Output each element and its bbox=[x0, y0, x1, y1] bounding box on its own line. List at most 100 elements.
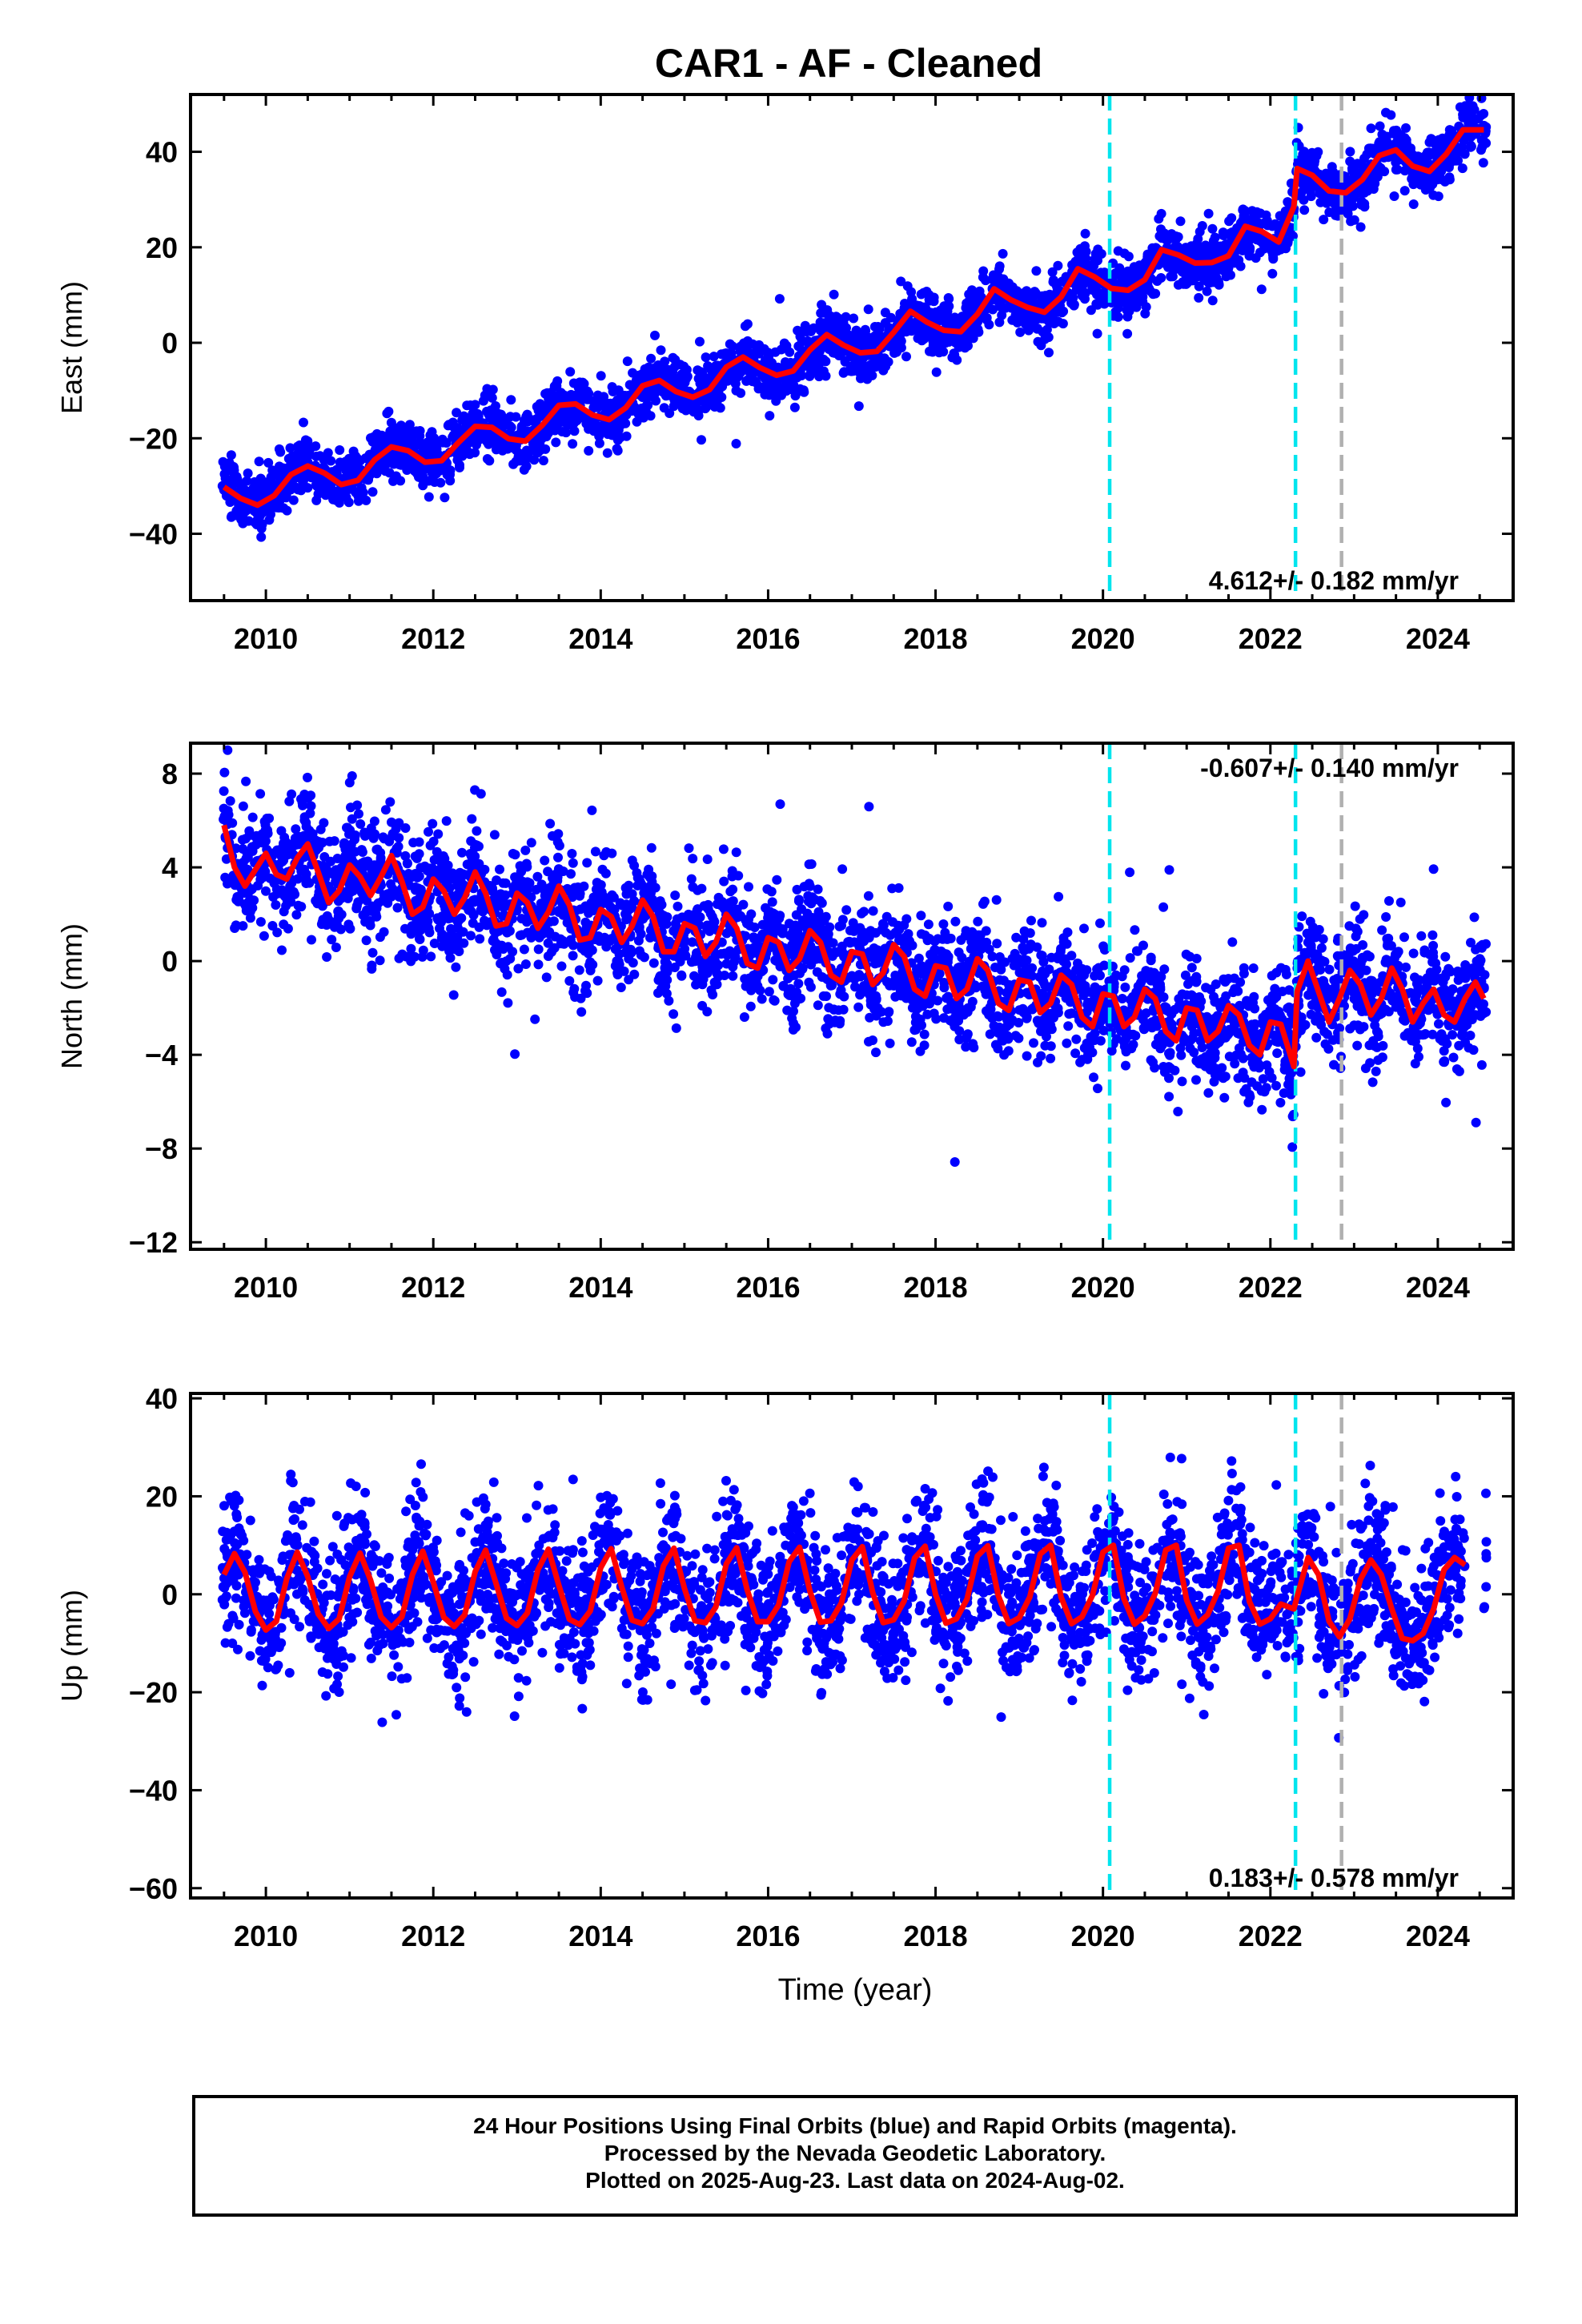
observation-point bbox=[496, 987, 507, 997]
observation-point bbox=[355, 456, 365, 466]
observation-point bbox=[345, 484, 355, 494]
observation-point bbox=[404, 429, 415, 440]
observation-point bbox=[1359, 202, 1370, 212]
observation-point bbox=[219, 461, 230, 472]
observation-point bbox=[743, 363, 753, 373]
observation-point bbox=[829, 348, 840, 358]
observation-point bbox=[271, 900, 281, 910]
observation-point bbox=[669, 401, 679, 412]
observation-point bbox=[284, 796, 295, 806]
observation-point bbox=[1113, 246, 1123, 256]
observation-point bbox=[506, 422, 516, 432]
observation-point bbox=[952, 319, 962, 329]
observation-point bbox=[1022, 322, 1033, 332]
observation-point bbox=[435, 465, 445, 476]
observation-point bbox=[985, 1029, 995, 1039]
x-tick-label: 2022 bbox=[1239, 622, 1303, 655]
y-tick-label: 0 bbox=[162, 327, 178, 360]
observation-point bbox=[999, 1050, 1010, 1060]
observation-point bbox=[488, 384, 498, 395]
observation-point bbox=[1251, 253, 1261, 263]
observation-point bbox=[260, 477, 271, 488]
observation-point bbox=[789, 384, 799, 393]
observation-point bbox=[1283, 197, 1293, 207]
observation-point bbox=[267, 465, 278, 476]
observation-point bbox=[1434, 1019, 1443, 1029]
observation-point bbox=[243, 468, 253, 478]
observation-point bbox=[668, 352, 678, 363]
observation-point bbox=[251, 508, 262, 518]
observation-point bbox=[386, 417, 396, 428]
observation-point bbox=[705, 372, 715, 383]
observation-point bbox=[607, 430, 617, 440]
observation-point bbox=[569, 426, 580, 436]
observation-point bbox=[236, 501, 247, 511]
observation-point bbox=[347, 814, 357, 824]
observation-point bbox=[404, 420, 415, 430]
observation-point bbox=[901, 352, 911, 362]
y-tick-label: 20 bbox=[146, 231, 178, 264]
observation-point bbox=[973, 293, 983, 304]
observation-point bbox=[1072, 247, 1082, 258]
observation-point bbox=[1370, 1020, 1380, 1031]
observation-point bbox=[709, 352, 719, 362]
observation-point bbox=[1042, 324, 1052, 335]
observation-point bbox=[303, 772, 312, 782]
observation-point bbox=[1288, 231, 1298, 241]
observation-point bbox=[561, 412, 572, 423]
observation-point bbox=[592, 390, 603, 400]
observation-point bbox=[988, 304, 998, 315]
observation-point bbox=[1476, 79, 1486, 89]
observation-point bbox=[541, 972, 552, 983]
observation-point bbox=[473, 434, 484, 444]
observation-point bbox=[1447, 152, 1457, 163]
observation-point bbox=[1262, 215, 1272, 226]
observation-point bbox=[236, 510, 247, 521]
observation-point bbox=[530, 1014, 540, 1024]
observation-point bbox=[519, 464, 529, 475]
observation-point bbox=[440, 493, 450, 503]
observation-point bbox=[1395, 897, 1406, 907]
observation-point bbox=[1115, 296, 1126, 306]
observation-point bbox=[510, 850, 520, 860]
observation-point bbox=[1416, 931, 1427, 941]
observation-point bbox=[908, 300, 918, 311]
observation-point bbox=[1401, 123, 1411, 133]
observation-point bbox=[725, 339, 735, 349]
observation-point bbox=[311, 441, 321, 452]
observation-point bbox=[1427, 1029, 1438, 1039]
observation-point bbox=[1125, 953, 1135, 963]
observation-point bbox=[1377, 129, 1387, 139]
observation-point bbox=[264, 515, 275, 525]
observation-point bbox=[656, 345, 666, 356]
observation-point bbox=[1194, 292, 1204, 303]
observation-point bbox=[1299, 195, 1309, 205]
observation-point bbox=[1150, 288, 1161, 299]
observation-point bbox=[307, 935, 316, 945]
observation-point bbox=[632, 408, 643, 419]
observation-point bbox=[386, 879, 396, 889]
observation-point bbox=[294, 472, 304, 483]
observation-point bbox=[406, 438, 416, 448]
observation-point bbox=[874, 324, 885, 334]
observation-point bbox=[1076, 258, 1086, 268]
observation-point bbox=[943, 293, 954, 303]
observation-point bbox=[301, 441, 311, 452]
observation-point bbox=[299, 417, 308, 428]
observation-point bbox=[1177, 244, 1187, 255]
observation-point bbox=[1210, 232, 1220, 243]
observation-point bbox=[1305, 182, 1315, 192]
observation-point bbox=[914, 301, 925, 311]
observation-point bbox=[705, 399, 715, 409]
observation-point bbox=[665, 408, 675, 418]
observation-point bbox=[1047, 267, 1058, 277]
observation-point bbox=[831, 317, 841, 328]
observation-point bbox=[764, 987, 774, 997]
observation-point bbox=[1367, 1077, 1378, 1088]
observation-point bbox=[596, 371, 606, 381]
observation-point bbox=[451, 962, 461, 972]
observation-point bbox=[879, 353, 889, 364]
observation-point bbox=[997, 310, 1007, 320]
observation-point bbox=[1444, 175, 1455, 185]
observation-point bbox=[553, 829, 564, 839]
